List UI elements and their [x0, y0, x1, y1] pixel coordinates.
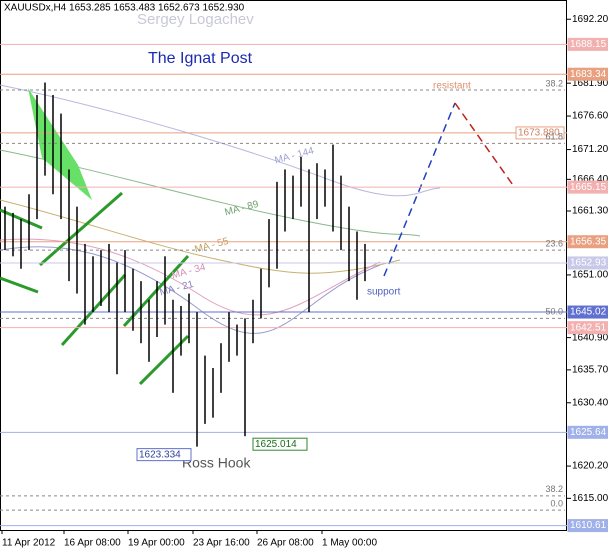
y-tick-label: 1651.00 — [572, 270, 608, 281]
forecast-up — [383, 102, 456, 277]
x-tick-label: 11 Apr 2012 — [2, 538, 56, 549]
y-tick-label: 1640.90 — [572, 332, 608, 343]
level-box — [567, 519, 608, 533]
fib-label: 50.0 — [545, 307, 563, 317]
y-tick-label: 1666.40 — [572, 174, 608, 185]
x-tick-label: 26 Apr 08:00 — [257, 538, 314, 549]
level-label: 1665.15 — [570, 182, 607, 193]
level-box — [567, 235, 608, 249]
level-label: 1656.35 — [570, 236, 607, 247]
y-tick-label: 1620.20 — [572, 461, 608, 472]
fib-label: 23.6 — [545, 238, 563, 248]
fib-label: 38.2 — [545, 78, 563, 88]
level-label: 1652.93 — [570, 258, 607, 269]
resistant-label: resistant — [433, 81, 471, 92]
level-box — [515, 126, 565, 140]
level-box — [567, 256, 608, 270]
level-box — [567, 321, 608, 335]
level-box — [567, 305, 608, 319]
pattern-triangle — [28, 88, 92, 200]
level-box — [567, 180, 608, 194]
y-tick-label: 1676.60 — [572, 111, 608, 122]
level-label: 1610.61 — [570, 520, 607, 531]
level-label: 1645.02 — [570, 307, 607, 318]
level-label: 1683.34 — [570, 69, 607, 80]
level-box — [567, 37, 608, 51]
y-tick-label: 1630.40 — [572, 397, 608, 408]
chart-title: The Ignat Post — [148, 50, 253, 67]
fib-label: 38.2 — [545, 484, 563, 494]
low-label: 1623.334 — [139, 449, 181, 460]
level-label: 1673.880 — [518, 128, 560, 139]
y-tick-label: 1635.70 — [572, 365, 608, 376]
y-tick-label: 1661.30 — [572, 206, 608, 217]
level-label: 1688.15 — [570, 39, 607, 50]
y-tick-label: 1615.00 — [572, 493, 608, 504]
forecast-down — [454, 102, 516, 189]
plot-frame — [0, 0, 567, 531]
author: Sergey Logachev — [137, 11, 254, 28]
x-tick-label: 16 Apr 08:00 — [64, 538, 121, 549]
fib-label: 0.0 — [550, 499, 563, 509]
level-box — [567, 67, 608, 81]
low-label: 1625.014 — [255, 439, 297, 450]
y-tick-label: 1671.20 — [572, 144, 608, 155]
ross-hook-label: Ross Hook — [182, 455, 251, 471]
y-tick-label: 1681.90 — [572, 78, 608, 89]
x-tick-label: 23 Apr 16:00 — [193, 538, 250, 549]
y-tick-label: 1692.20 — [572, 14, 608, 25]
fib-label: 61.8 — [545, 132, 563, 142]
support-label: support — [367, 287, 401, 298]
x-tick-label: 19 Apr 00:00 — [128, 538, 185, 549]
level-label: 1625.64 — [570, 427, 607, 438]
level-box — [567, 425, 608, 439]
level-label: 1642.51 — [570, 322, 607, 333]
header: XAUUSDx,H4 1653.285 1653.483 1652.673 16… — [4, 3, 245, 14]
x-tick-label: 1 May 00:00 — [322, 538, 377, 549]
low-box — [136, 448, 192, 462]
low-box — [252, 437, 308, 451]
